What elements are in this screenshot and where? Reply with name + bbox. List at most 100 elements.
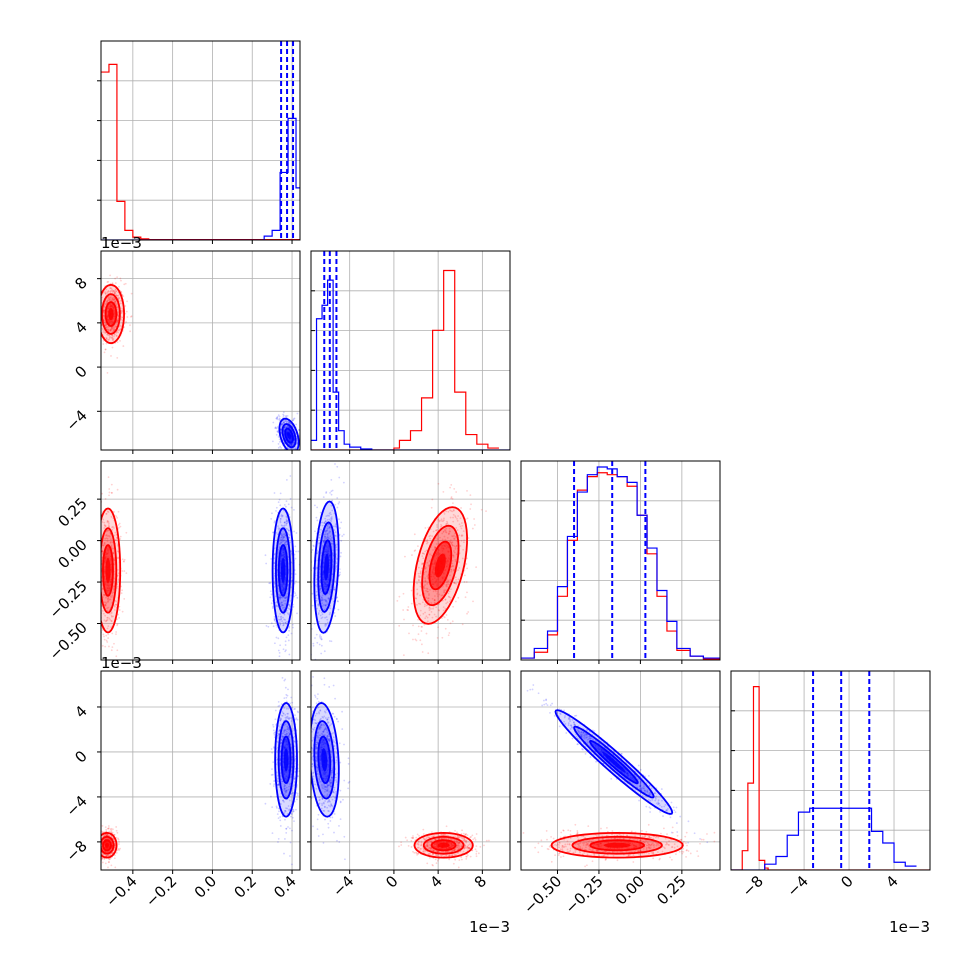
scatter-point — [290, 696, 293, 699]
scatter-point — [117, 848, 120, 850]
scatter-point — [118, 841, 120, 843]
scatter-point — [462, 548, 465, 551]
scatter-point — [280, 745, 282, 748]
scatter-point — [463, 581, 466, 583]
scatter-point — [460, 522, 463, 524]
scatter-point — [284, 713, 287, 716]
scatter-point — [432, 605, 435, 608]
scatter-point — [319, 565, 322, 568]
scatter-point — [290, 443, 292, 446]
scatter-point — [441, 532, 444, 535]
scatter-point — [280, 741, 283, 744]
scatter-point — [332, 549, 335, 552]
scatter-point — [272, 723, 274, 726]
scatter-point — [279, 504, 282, 507]
scatter-point — [321, 616, 324, 619]
scatter-point — [119, 538, 122, 540]
scatter-point — [271, 607, 274, 609]
scatter-point — [98, 318, 100, 320]
scatter-point — [291, 701, 294, 704]
scatter-point — [304, 443, 306, 445]
scatter-point — [108, 296, 111, 299]
scatter-point — [93, 559, 95, 561]
scatter-point — [301, 443, 303, 445]
scatter-point — [452, 509, 455, 511]
scatter-point — [99, 620, 101, 622]
scatter-point — [292, 810, 295, 813]
scatter-point — [480, 508, 483, 511]
scatter-point — [276, 734, 279, 737]
scatter-point — [293, 708, 296, 711]
scatter-point — [101, 521, 104, 523]
scatter-point — [455, 544, 458, 547]
scatter-point — [438, 609, 441, 612]
scatter-point — [108, 838, 110, 841]
scatter-point — [316, 607, 318, 610]
scatter-point — [285, 522, 288, 525]
scatter-point — [446, 582, 449, 584]
scatter-point — [281, 604, 284, 607]
scatter-point — [450, 496, 453, 498]
scatter-point — [121, 309, 124, 312]
scatter-point — [105, 834, 108, 837]
scatter-point — [287, 503, 290, 506]
scatter-point — [116, 849, 119, 852]
scatter-point — [103, 309, 105, 312]
scatter-point — [103, 527, 106, 529]
scatter-point — [329, 593, 331, 595]
scatter-point — [115, 631, 118, 633]
scatter-point — [302, 499, 304, 501]
scatter-point — [281, 524, 284, 527]
scatter-point — [421, 563, 423, 566]
scatter-point — [104, 604, 107, 607]
scatter-point — [98, 572, 100, 574]
scatter-point — [466, 557, 468, 560]
scatter-point — [114, 333, 116, 336]
scatter-point — [428, 535, 431, 538]
scatter-point — [278, 417, 281, 420]
scatter-point — [111, 298, 114, 301]
scatter-point — [115, 335, 118, 337]
scatter-point — [466, 567, 469, 570]
scatter-point — [102, 518, 105, 521]
scatter-point — [444, 529, 447, 532]
scatter-point — [267, 625, 270, 628]
scatter-point — [287, 731, 290, 734]
scatter-point — [449, 599, 452, 601]
scatter-point — [454, 516, 457, 519]
scatter-point — [325, 599, 327, 602]
scatter-point — [446, 618, 449, 621]
scatter-point — [106, 850, 108, 853]
histogram-red — [731, 686, 930, 870]
scatter-point — [269, 582, 272, 584]
scatter-point — [281, 737, 284, 739]
scatter-point — [455, 527, 458, 529]
scatter-point — [105, 338, 108, 341]
scatter-point — [94, 509, 96, 511]
scatter-point — [279, 492, 282, 495]
pair-content — [311, 463, 487, 660]
scatter-point — [280, 541, 283, 544]
scatter-point — [111, 851, 114, 854]
scatter-point — [442, 609, 445, 612]
scatter-point — [449, 509, 451, 512]
scatter-point — [105, 639, 108, 642]
scatter-point — [424, 579, 427, 582]
scatter-point — [95, 558, 97, 560]
scatter-point — [94, 844, 96, 846]
scatter-point — [116, 320, 119, 323]
scatter-point — [283, 521, 286, 524]
scatter-point — [426, 620, 429, 623]
scatter-point — [325, 515, 328, 518]
scatter-point — [111, 594, 114, 597]
scatter-point — [328, 518, 331, 521]
scatter-point — [278, 546, 281, 549]
scatter-point — [282, 411, 285, 414]
scatter-point — [281, 538, 284, 541]
scatter-point — [465, 581, 468, 583]
scatter-point — [279, 596, 282, 599]
scatter-point — [288, 603, 291, 606]
scatter-point — [428, 560, 431, 562]
scatter-point — [110, 649, 113, 652]
scatter-point — [124, 305, 127, 307]
